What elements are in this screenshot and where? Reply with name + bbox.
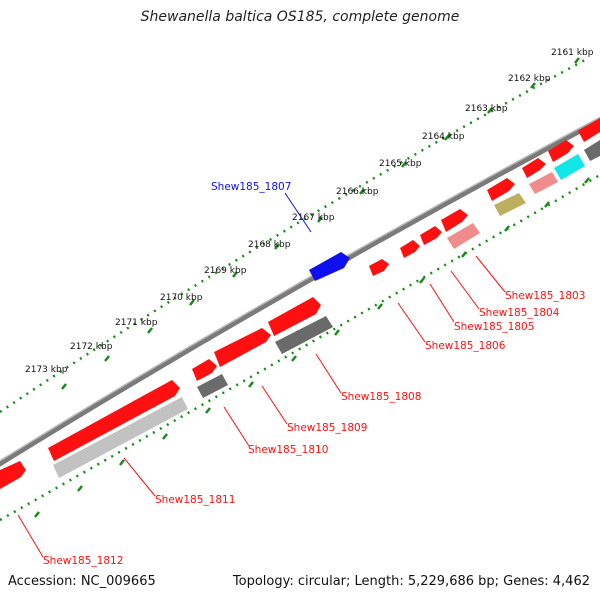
gene-label-shew185-1812[interactable]: Shew185_1812: [43, 555, 123, 567]
gene-label-shew185-1808[interactable]: Shew185_1808: [341, 391, 421, 403]
gene-arrow[interactable]: [420, 226, 442, 245]
inner-ruler-track: [0, 173, 600, 522]
gene-label-shew185-1805[interactable]: Shew185_1805: [454, 321, 534, 333]
leader-line: [123, 457, 156, 497]
reverse-strand-genes: [53, 140, 600, 478]
kbp-label: 2162 kbp: [508, 74, 551, 84]
gene-block[interactable]: [529, 172, 558, 194]
gene-label-shew185-1803[interactable]: Shew185_1803: [505, 290, 585, 302]
gene-arrow[interactable]: [369, 259, 389, 276]
gene-arrow[interactable]: [522, 158, 546, 178]
gene-arrow[interactable]: [578, 118, 600, 142]
gene-block[interactable]: [53, 397, 188, 478]
gene-label-shew185-1810[interactable]: Shew185_1810: [248, 444, 328, 456]
gene-label-shew185-1804[interactable]: Shew185_1804: [479, 307, 560, 319]
gene-arrow[interactable]: [214, 328, 271, 367]
kbp-label: 2171 kbp: [115, 318, 158, 328]
gene-block[interactable]: [275, 316, 333, 354]
leader-line: [315, 353, 342, 394]
accession-text: Accession: NC_009665: [8, 574, 156, 589]
leader-line: [17, 514, 44, 558]
kbp-label: 2165 kbp: [379, 159, 422, 169]
inner-major-ticks: [34, 177, 590, 518]
kbp-label: 2166 kbp: [336, 187, 379, 197]
gene-block[interactable]: [447, 223, 480, 249]
kbp-label: 2173 kbp: [25, 365, 68, 375]
kbp-label: 2167 kbp: [292, 213, 335, 223]
kbp-label: 2168 kbp: [248, 240, 291, 250]
gene-label-shew185-1807[interactable]: Shew185_1807: [211, 181, 291, 193]
gene-block[interactable]: [197, 374, 228, 398]
leader-line: [397, 302, 426, 343]
leader-line: [261, 385, 288, 425]
gene-arrow[interactable]: [268, 297, 321, 336]
gene-label-shew185-1806[interactable]: Shew185_1806: [425, 340, 506, 352]
outer-major-ticks: [61, 57, 580, 390]
leader-line: [475, 255, 506, 293]
genome-backbone: [0, 117, 600, 467]
leader-line: [223, 406, 250, 447]
forward-strand-genes: [0, 118, 600, 489]
map-title: Shewanella baltica OS185, complete genom…: [140, 9, 460, 25]
gene-arrow[interactable]: [487, 178, 515, 201]
leader-lines: [17, 192, 506, 558]
kbp-label: 2172 kbp: [70, 342, 113, 352]
leader-line: [429, 283, 455, 323]
gene-labels: Shew185_1807 Shew185_1803 Shew185_1804 S…: [43, 181, 585, 567]
kbp-label: 2170 kbp: [160, 293, 203, 303]
gene-label-shew185-1811[interactable]: Shew185_1811: [155, 494, 235, 506]
gene-arrow[interactable]: [400, 240, 420, 258]
kbp-label: 2163 kbp: [465, 104, 508, 114]
gene-block[interactable]: [554, 154, 585, 180]
gene-label-shew185-1809[interactable]: Shew185_1809: [287, 422, 367, 434]
gene-shew185-1807-arrow[interactable]: [309, 252, 350, 281]
kbp-label: 2161 kbp: [551, 48, 594, 58]
gene-arrow[interactable]: [548, 140, 574, 162]
gene-block[interactable]: [494, 193, 526, 216]
leader-line: [284, 192, 312, 233]
kbp-label: 2164 kbp: [422, 132, 465, 142]
genome-summary-text: Topology: circular; Length: 5,229,686 bp…: [232, 574, 590, 589]
gene-arrow[interactable]: [48, 380, 180, 461]
gene-block[interactable]: [584, 140, 600, 161]
gene-arrow[interactable]: [441, 209, 468, 232]
gene-arrow[interactable]: [0, 461, 26, 489]
ruler-labels: 2161 kbp 2162 kbp 2163 kbp 2164 kbp 2165…: [25, 48, 594, 375]
leader-line: [450, 270, 480, 310]
kbp-label: 2169 kbp: [204, 266, 247, 276]
gene-arrow[interactable]: [192, 359, 217, 381]
